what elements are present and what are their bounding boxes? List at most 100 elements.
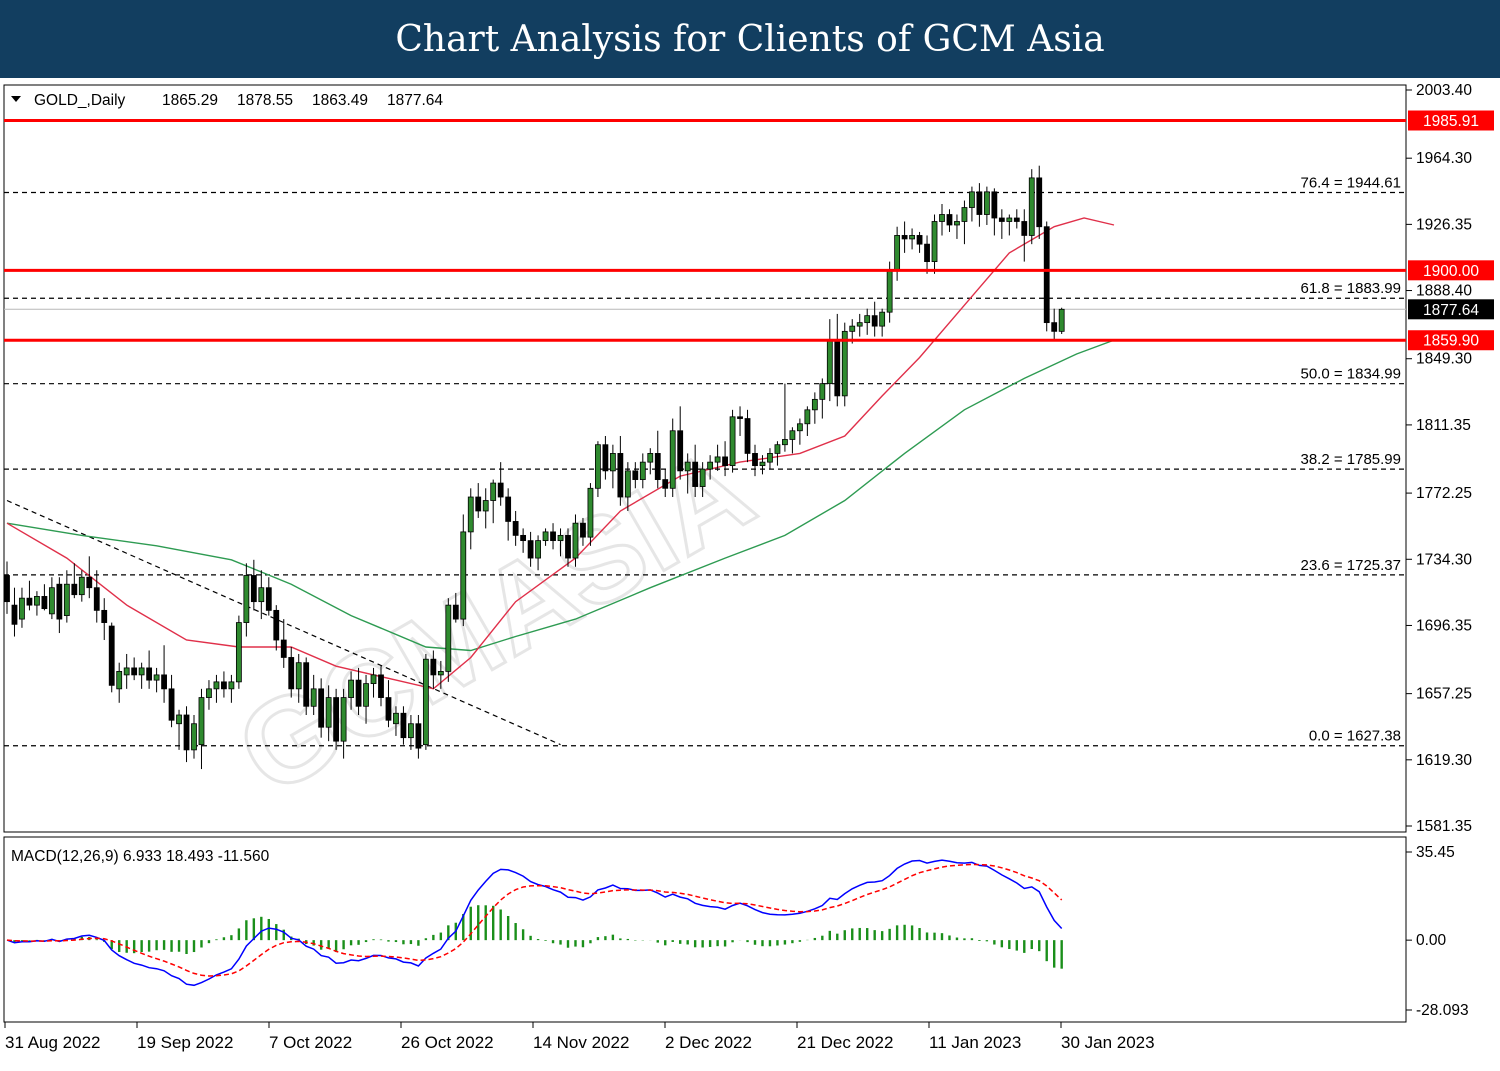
bear-candle-body <box>1013 217 1020 222</box>
bear-candle-body <box>520 534 527 542</box>
collapse-triangle-icon[interactable] <box>11 96 21 102</box>
date-tick-label: 19 Sep 2022 <box>137 1033 233 1052</box>
candle <box>669 418 676 498</box>
candle <box>467 488 474 550</box>
bull-candle-body <box>19 597 25 620</box>
bull-candle-body <box>774 444 781 454</box>
bull-candle-body <box>490 482 497 501</box>
candle <box>490 479 497 524</box>
candle <box>512 510 519 546</box>
candle <box>654 430 661 489</box>
bear-candle-body <box>654 453 661 480</box>
fib-level-label: 61.8 = 1883.99 <box>1300 280 1401 297</box>
bear-candle-body <box>505 496 512 522</box>
bull-candle-body <box>422 658 429 746</box>
bear-candle-body <box>86 576 93 589</box>
bear-candle-body <box>752 453 758 467</box>
macd-pane[interactable] <box>3 836 1407 1023</box>
bull-candle-body <box>235 622 242 683</box>
price-tick-label: 2003.40 <box>1416 82 1472 99</box>
candle <box>811 392 818 424</box>
fib-level-label: 0.0 = 1627.38 <box>1309 728 1401 745</box>
candle <box>56 577 63 634</box>
bull-candle-body <box>460 531 467 620</box>
price-tag-label: 1900.00 <box>1423 263 1479 280</box>
candle <box>475 483 482 518</box>
candle <box>931 214 938 274</box>
bull-candle-body <box>759 461 766 467</box>
candle <box>737 406 743 436</box>
candle <box>34 591 40 616</box>
candle <box>939 204 945 236</box>
candle <box>767 448 773 470</box>
bull-candle-body <box>595 444 601 489</box>
bull-candle-body <box>647 453 654 463</box>
candle <box>198 688 205 770</box>
price-pane[interactable] <box>3 84 1407 833</box>
candle <box>86 556 93 599</box>
candle <box>71 563 78 599</box>
bull-candle-body <box>445 604 452 672</box>
macd-tick-label: 0.00 <box>1416 932 1447 949</box>
bull-candle-body <box>363 683 369 707</box>
bull-candle-body <box>609 453 616 472</box>
candle <box>161 645 167 703</box>
bull-candle-body <box>864 315 871 324</box>
candle <box>41 584 48 611</box>
date-tick-label: 31 Aug 2022 <box>5 1033 100 1052</box>
bull-candle-body <box>48 587 55 615</box>
bear-candle-body <box>976 191 983 215</box>
bear-candle-body <box>744 418 751 454</box>
candle <box>744 409 751 463</box>
bear-candle-body <box>250 575 257 603</box>
bull-candle-body <box>729 416 736 467</box>
date-tick-label: 14 Nov 2022 <box>533 1033 629 1052</box>
bull-candle-body <box>213 681 220 690</box>
candle <box>602 435 609 480</box>
candle <box>954 214 960 239</box>
date-tick-label: 21 Dec 2022 <box>797 1033 893 1052</box>
candle <box>804 406 811 436</box>
candle <box>572 514 579 567</box>
bear-candle-body <box>385 697 392 721</box>
bull-candle-body <box>228 681 235 690</box>
bull-candle-body <box>856 322 863 327</box>
candle <box>565 528 571 567</box>
bull-candle-body <box>191 723 197 751</box>
candle <box>1058 307 1065 334</box>
bear-candle-body <box>1043 226 1050 324</box>
price-tick-label: 1581.35 <box>1416 818 1472 835</box>
price-tag-box <box>1408 110 1494 131</box>
bear-candle-body <box>4 575 10 603</box>
candle <box>235 615 242 689</box>
bull-candle-body <box>467 496 474 533</box>
ohlc-open: 1865.29 <box>162 92 218 109</box>
signal-line <box>6 863 1063 977</box>
bear-candle-body <box>497 482 504 498</box>
bear-candle-body <box>221 681 227 690</box>
candle <box>684 453 691 494</box>
ohlc-low: 1863.49 <box>312 92 368 109</box>
macd-tick-label: -28.093 <box>1416 1002 1469 1019</box>
candle <box>146 650 153 689</box>
candle <box>206 680 212 710</box>
candle <box>520 528 527 553</box>
bear-candle-body <box>722 456 728 467</box>
bear-candle-body <box>1051 322 1058 332</box>
candle <box>961 200 968 245</box>
bull-candle-body <box>684 461 691 472</box>
bull-candle-body <box>437 671 444 676</box>
candle <box>707 455 714 480</box>
bull-candle-body <box>587 487 594 538</box>
bear-candle-body <box>991 191 998 219</box>
bull-candle-body <box>482 500 489 512</box>
candle <box>422 653 429 750</box>
price-tick-label: 1888.40 <box>1416 283 1472 300</box>
date-tick-label: 30 Jan 2023 <box>1061 1033 1155 1052</box>
bull-candle-body <box>826 339 833 385</box>
candle <box>228 674 235 703</box>
fib-level-label: 23.6 = 1725.37 <box>1300 557 1401 574</box>
candle <box>983 186 990 225</box>
bull-candle-body <box>931 221 938 262</box>
